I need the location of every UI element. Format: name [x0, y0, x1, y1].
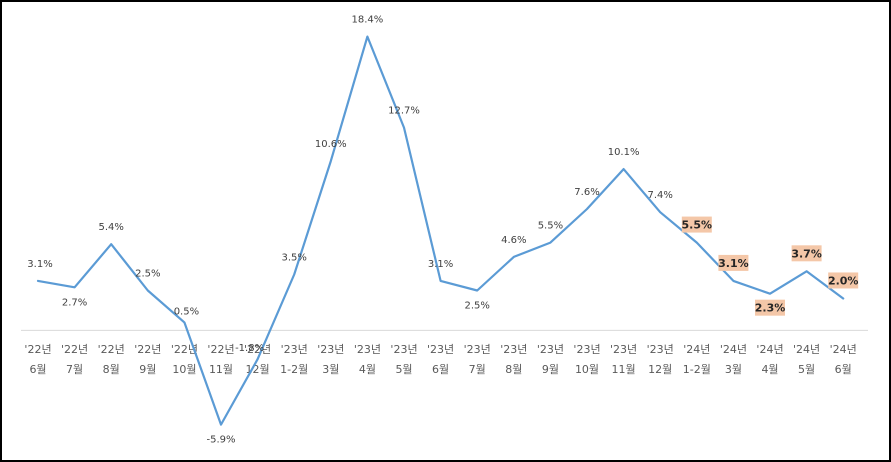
x-tick-label-month: 11월 [612, 363, 636, 376]
x-tick-label-year: '24년 [793, 343, 820, 356]
data-point [586, 208, 589, 211]
x-tick-label-month: 9월 [139, 363, 156, 376]
x-tick-label-month: 10월 [575, 363, 599, 376]
data-label: 2.5% [135, 268, 160, 279]
data-point [549, 241, 552, 244]
data-point [110, 243, 113, 246]
data-point [293, 273, 296, 276]
data-point [183, 321, 186, 324]
x-tick-label-year: '22년 [171, 343, 198, 356]
data-label-highlight [791, 245, 822, 262]
x-tick-label-year: '23년 [500, 343, 527, 356]
data-label: 4.6% [501, 235, 526, 246]
series-line [36, 35, 845, 426]
data-label: 18.4% [352, 15, 384, 26]
x-tick-label-month: 4월 [761, 363, 778, 376]
data-label: -5.9% [206, 435, 235, 446]
data-label: 2.0% [828, 274, 859, 287]
x-tick-label-month: 11월 [209, 363, 233, 376]
data-label: 5.5% [538, 221, 563, 232]
data-label: 3.5% [281, 253, 306, 264]
data-label: 2.3% [755, 302, 786, 315]
x-tick-label-year: '23년 [354, 343, 381, 356]
x-tick-label-month: 9월 [542, 363, 559, 376]
x-tick-label-year: '24년 [720, 343, 747, 356]
x-tick-label-year: '22년 [207, 343, 234, 356]
data-label-highlight [681, 216, 712, 233]
x-tick-label-year: '23년 [317, 343, 344, 356]
x-tick-label-month: 12월 [246, 363, 270, 376]
data-label: 5.5% [682, 219, 713, 232]
data-point [329, 160, 332, 163]
x-tick-label-year: '24년 [830, 343, 857, 356]
data-point [403, 126, 406, 129]
x-tick-label-year: '23년 [610, 343, 637, 356]
x-tick-label-month: 1-2월 [683, 363, 711, 376]
x-tick-label-month: 8월 [103, 363, 120, 376]
data-point [73, 286, 76, 289]
data-point [842, 297, 845, 300]
x-tick-label-month: 1-2월 [280, 363, 308, 376]
data-label: 2.5% [464, 300, 489, 311]
x-tick-label-year: '22년 [61, 343, 88, 356]
data-point [476, 289, 479, 292]
data-point [439, 279, 442, 282]
data-point [805, 270, 808, 273]
data-point [659, 211, 662, 214]
data-label: 10.6% [315, 139, 347, 150]
data-label-highlight [755, 299, 785, 316]
x-tick-label-year: '23년 [647, 343, 674, 356]
x-tick-label-year: '23년 [390, 343, 417, 356]
x-tick-label-month: 5월 [798, 363, 815, 376]
data-point [366, 35, 369, 38]
x-tick-label-month: 8월 [505, 363, 522, 376]
data-point [37, 279, 40, 282]
data-label: -1.8% [235, 343, 264, 354]
x-tick-label-month: 12월 [648, 363, 672, 376]
x-tick-label-month: 6월 [29, 363, 46, 376]
data-point [512, 255, 515, 258]
x-tick-label-year: '24년 [683, 343, 710, 356]
data-label: 3.1% [428, 259, 453, 270]
x-tick-label-month: 4월 [359, 363, 376, 376]
data-label: 12.7% [388, 106, 420, 117]
data-label: 2.7% [62, 297, 87, 308]
data-point [695, 241, 698, 244]
data-label: 7.6% [574, 187, 599, 198]
x-tick-label-year: '24년 [756, 343, 783, 356]
data-point [146, 289, 149, 292]
data-point [622, 168, 625, 171]
data-label: 3.1% [718, 257, 749, 270]
x-tick-label-month: 6월 [835, 363, 852, 376]
x-tick-label-year: '22년 [24, 343, 51, 356]
data-point [732, 279, 735, 282]
data-label: 10.1% [608, 147, 640, 158]
x-tick-label-year: '23년 [464, 343, 491, 356]
x-tick-label-month: 10월 [172, 363, 196, 376]
x-tick-label-year: '23년 [281, 343, 308, 356]
x-tick-label-year: '22년 [134, 343, 161, 356]
data-label: 0.5% [174, 306, 199, 317]
x-tick-label-month: 6월 [432, 363, 449, 376]
x-tick-label-year: '23년 [537, 343, 564, 356]
data-label: 3.7% [791, 247, 822, 260]
data-label: 7.4% [647, 190, 672, 201]
data-point [769, 292, 772, 295]
x-tick-label-month: 3월 [322, 363, 339, 376]
x-tick-label-month: 7월 [469, 363, 486, 376]
x-tick-label-year: '22년 [98, 343, 125, 356]
x-tick-label-month: 3월 [725, 363, 742, 376]
data-point [220, 423, 223, 426]
x-tick-label-month: 5월 [395, 363, 412, 376]
x-tick-label-year: '23년 [427, 343, 454, 356]
x-tick-label-month: 7월 [66, 363, 83, 376]
data-label-highlight [828, 272, 859, 289]
x-tick-label-year: '23년 [573, 343, 600, 356]
data-label: 3.1% [27, 259, 52, 270]
data-label-highlight [718, 254, 749, 271]
data-label: 5.4% [98, 222, 123, 233]
data-point [256, 358, 259, 361]
